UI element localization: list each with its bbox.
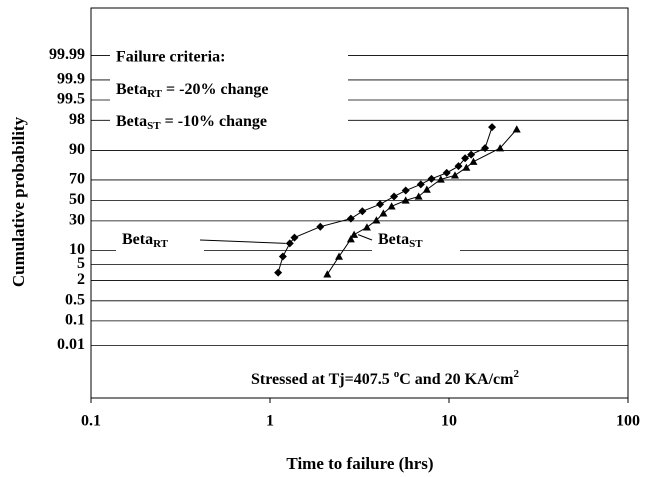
triangle-marker — [372, 216, 381, 224]
criteria-line: BetaRT = -20% change — [116, 81, 268, 100]
criteria-line-part: RT — [147, 88, 163, 100]
diamond-marker — [461, 154, 470, 163]
triangle-marker — [323, 270, 332, 278]
triangle-marker — [450, 171, 459, 179]
triangle-marker — [436, 175, 445, 183]
triangle-marker — [387, 202, 396, 210]
diamond-marker — [442, 168, 451, 177]
diamond-marker — [290, 233, 299, 242]
label-background — [116, 227, 204, 255]
diamond-marker — [285, 239, 294, 248]
diamond-marker — [316, 222, 325, 231]
diamond-marker — [358, 207, 367, 216]
diamond-marker — [416, 180, 425, 189]
triangle-marker — [462, 163, 471, 171]
triangle-marker — [496, 144, 505, 152]
leader-line — [199, 239, 286, 244]
triangle-marker — [346, 235, 355, 243]
triangle-marker — [335, 252, 344, 260]
y-axis-label: Cumulative probability — [9, 116, 28, 287]
label-background — [372, 227, 460, 255]
condition-note-part: Stressed at Tj=407.5 — [251, 371, 394, 388]
series-label-part: RT — [153, 238, 169, 250]
series-label: BetaST — [378, 231, 423, 250]
y-tick-label: 70 — [69, 171, 85, 188]
criteria-line-part: Beta — [116, 81, 147, 98]
triangle-marker — [469, 157, 478, 165]
y-tick-label: 99.99 — [49, 46, 85, 63]
y-tick-label: 0.1 — [65, 312, 85, 329]
criteria-line: BetaST = -10% change — [116, 113, 267, 132]
diamond-marker — [390, 192, 399, 201]
diamond-marker — [427, 174, 436, 183]
triangle-marker — [362, 223, 371, 231]
criteria-line-part: = -20% change — [162, 81, 268, 98]
condition-note-part: o — [394, 368, 400, 380]
annotation-background — [222, 366, 546, 390]
triangle-marker — [512, 125, 521, 133]
grid: 0.010.10.52510305070909899.599.999.990.1… — [49, 46, 640, 430]
y-tick-label: 2 — [77, 271, 85, 288]
condition-note-part: C and 20 KA/cm — [399, 371, 514, 388]
series-label-part: Beta — [378, 231, 409, 248]
y-tick-label: 0.01 — [57, 336, 85, 353]
y-tick-label: 10 — [69, 241, 85, 258]
criteria-line-part: ST — [147, 120, 161, 132]
series-label-part: Beta — [122, 231, 153, 248]
y-tick-label: 99.9 — [57, 71, 85, 88]
diamond-marker — [278, 252, 287, 261]
y-tick-label: 98 — [69, 111, 85, 128]
triangle-marker — [422, 185, 431, 193]
x-axis-label: Time to failure (hrs) — [286, 454, 433, 473]
x-tick-label: 0.1 — [81, 413, 101, 430]
diamond-marker — [274, 268, 283, 277]
leader-line — [357, 234, 373, 241]
x-tick-label: 100 — [616, 413, 640, 430]
annotations: Failure criteria:BetaRT = -20% changeBet… — [110, 44, 546, 390]
series-label-part: ST — [409, 238, 423, 250]
diamond-marker — [376, 200, 385, 209]
diamond-marker — [454, 162, 463, 171]
y-tick-label: 99.5 — [57, 91, 85, 108]
y-tick-label: 50 — [69, 191, 85, 208]
triangle-marker — [379, 209, 388, 217]
triangle-marker — [414, 192, 423, 200]
criteria-line-part: Beta — [116, 113, 147, 130]
data-layer — [274, 123, 521, 278]
diamond-marker — [481, 144, 490, 153]
annotation-background — [110, 44, 348, 136]
criteria-title: Failure criteria: — [116, 49, 225, 66]
x-tick-label: 1 — [266, 413, 274, 430]
triangle-marker — [401, 196, 410, 204]
condition-note-part: 2 — [513, 368, 519, 380]
diamond-marker — [467, 150, 476, 159]
triangle-marker — [350, 230, 359, 238]
y-tick-label: 0.5 — [65, 291, 85, 308]
condition-note: Stressed at Tj=407.5 oC and 20 KA/cm2 — [251, 368, 519, 388]
criteria-line-part: = -10% change — [161, 113, 267, 130]
y-tick-label: 5 — [77, 255, 85, 272]
series-label: BetaRT — [122, 231, 169, 250]
diamond-marker — [401, 186, 410, 195]
x-tick-label: 10 — [441, 413, 457, 430]
diamond-marker — [488, 123, 497, 132]
diamond-marker — [346, 214, 355, 223]
y-tick-label: 90 — [69, 141, 85, 158]
y-tick-label: 30 — [69, 212, 85, 229]
